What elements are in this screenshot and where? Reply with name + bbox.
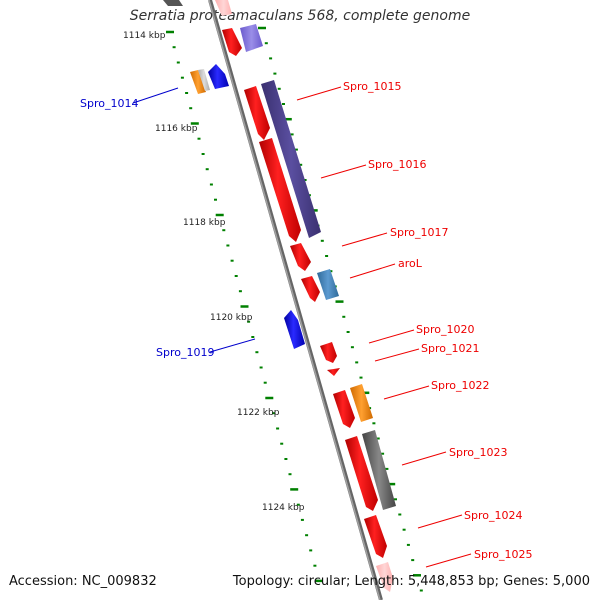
gene-aroL[interactable] <box>317 269 339 300</box>
gene-red-small-b[interactable] <box>301 276 320 302</box>
gene-spro-1017[interactable] <box>259 138 301 242</box>
kbp-label-1114: 1114 kbp <box>123 31 166 41</box>
gene-label-spro-1023[interactable]: Spro_1023 <box>449 446 507 459</box>
gene-label-spro-1017[interactable]: Spro_1017 <box>390 226 448 239</box>
gene-red-1022-left[interactable] <box>333 390 355 428</box>
gene-label-spro-1024[interactable]: Spro_1024 <box>464 509 522 522</box>
kbp-scale: 1114 kbp 1116 kbp 1118 kbp 1120 kbp 1122… <box>123 31 305 513</box>
gene-red-1023-left[interactable] <box>345 436 378 511</box>
gene-label-spro-1015[interactable]: Spro_1015 <box>343 80 401 93</box>
gene-labels: Spro_1014 Spro_1015 Spro_1016 Spro_1017 … <box>80 80 532 561</box>
gene-spro-1014[interactable] <box>190 64 229 94</box>
gene-top-partial[interactable] <box>163 0 263 56</box>
kbp-label-1116: 1116 kbp <box>155 124 198 134</box>
gene-spro-1020[interactable] <box>320 342 337 363</box>
gene-label-spro-1021[interactable]: Spro_1021 <box>421 342 479 355</box>
gene-label-spro-1014[interactable]: Spro_1014 <box>80 97 138 110</box>
gene-label-arol[interactable]: aroL <box>398 257 423 270</box>
kbp-label-1118: 1118 kbp <box>183 218 226 228</box>
gene-label-spro-1016[interactable]: Spro_1016 <box>368 158 426 171</box>
gene-label-spro-1025[interactable]: Spro_1025 <box>474 548 532 561</box>
gene-spro-1016[interactable] <box>261 80 321 238</box>
gene-label-spro-1022[interactable]: Spro_1022 <box>431 379 489 392</box>
genome-summary-text: Topology: circular; Length: 5,448,853 bp… <box>232 574 590 589</box>
gene-spro-1023[interactable] <box>362 430 396 510</box>
gene-label-spro-1020[interactable]: Spro_1020 <box>416 323 474 336</box>
label-leaders <box>132 86 472 568</box>
genome-backbone-highlight <box>208 0 381 600</box>
gene-spro-1021[interactable] <box>327 368 340 376</box>
gene-spro-1019[interactable] <box>284 310 305 349</box>
gene-spro-1015[interactable] <box>244 86 270 140</box>
kbp-label-1122: 1122 kbp <box>237 408 280 418</box>
gene-spro-1022[interactable] <box>350 384 373 422</box>
gene-spro-1024[interactable] <box>364 515 387 558</box>
tick-track-inner <box>166 30 323 583</box>
gene-spro-1025[interactable] <box>376 562 393 592</box>
genome-backbone <box>208 0 383 600</box>
kbp-label-1120: 1120 kbp <box>210 313 253 323</box>
accession-text: Accession: NC_009832 <box>9 574 157 589</box>
gene-label-spro-1019[interactable]: Spro_1019 <box>156 346 214 359</box>
gene-red-small-a[interactable] <box>290 243 311 271</box>
kbp-label-1124: 1124 kbp <box>262 503 305 513</box>
